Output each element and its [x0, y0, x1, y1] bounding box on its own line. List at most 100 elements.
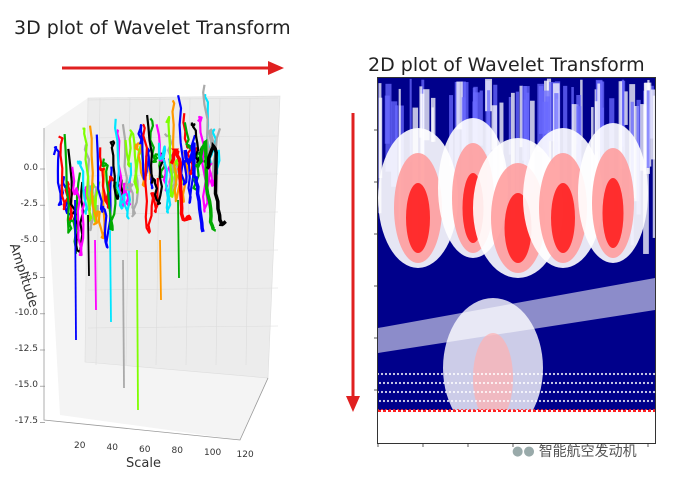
watermark-text: 智能航空发动机	[538, 444, 637, 460]
cwt-dot	[456, 390, 460, 394]
cwt-dot	[466, 381, 470, 385]
cwt-dot	[466, 399, 470, 403]
cwt-dot	[646, 381, 650, 385]
cwt-dot	[590, 381, 594, 385]
cwt-dot	[648, 390, 652, 394]
cwt-dot	[428, 372, 432, 376]
cwt-dot	[402, 381, 406, 385]
cwt-dot	[440, 372, 444, 376]
cwt-dot	[558, 381, 562, 385]
chart-3d-title: 3D plot of Wavelet Transform	[14, 17, 291, 39]
cwt-dot	[404, 390, 408, 394]
cwt-dot	[388, 372, 392, 376]
cwt-dot	[572, 390, 576, 394]
cwt-dot	[502, 399, 506, 403]
cwt-dot	[530, 399, 534, 403]
cwt-dot	[484, 372, 488, 376]
cwt-streak	[549, 81, 556, 142]
cwt-dot	[462, 399, 466, 403]
cwt-dot	[442, 399, 446, 403]
cwt-streak	[491, 105, 498, 150]
cwt-dot	[524, 390, 528, 394]
cwt-dot	[582, 381, 586, 385]
cwt-dot	[554, 399, 558, 403]
cwt-dot	[614, 381, 618, 385]
cwt-dot	[622, 381, 626, 385]
cwt-dot	[580, 372, 584, 376]
cwt-dot	[382, 381, 386, 385]
cwt-dot	[554, 381, 558, 385]
cwt-dot	[594, 381, 598, 385]
cwt-dot	[626, 399, 630, 403]
cwt-dot	[518, 381, 522, 385]
cwt-dot	[618, 399, 622, 403]
cwt-dot	[448, 372, 452, 376]
cwt-dot	[560, 372, 564, 376]
series-spike	[74, 199, 77, 341]
cwt-dot	[410, 399, 414, 403]
cwt-dot	[478, 381, 482, 385]
cwt-dot	[464, 390, 468, 394]
cwt-streak	[430, 97, 436, 142]
cwt-dot	[400, 390, 404, 394]
cwt-plume-hot	[551, 183, 575, 253]
cwt-dot	[610, 399, 614, 403]
cwt-dot	[584, 390, 588, 394]
cwt-dot	[652, 372, 655, 376]
cwt-dot	[418, 381, 422, 385]
cwt-dot	[446, 399, 450, 403]
series-line	[124, 129, 145, 194]
cwt-dot	[436, 390, 440, 394]
cwt-dot	[448, 390, 452, 394]
x-axis-label: Scale	[126, 456, 161, 471]
cwt-axes-frame	[377, 77, 656, 444]
cwt-dot	[472, 390, 476, 394]
x-tick-label: 20	[74, 441, 86, 451]
cwt-dot	[406, 399, 410, 403]
cwt-dot	[482, 381, 486, 385]
cwt-dot	[530, 381, 534, 385]
cwt-dot	[514, 399, 518, 403]
cwt-dot	[650, 381, 654, 385]
cwt-dot	[594, 399, 598, 403]
wavelet-heatmap	[378, 78, 655, 419]
cwt-dot	[442, 381, 446, 385]
series-spike	[94, 239, 97, 311]
cwt-dot	[616, 390, 620, 394]
cwt-dot	[604, 372, 608, 376]
series-curve	[169, 148, 192, 222]
cwt-dot	[450, 399, 454, 403]
cwt-dot	[644, 390, 648, 394]
cwt-dot	[402, 399, 406, 403]
cwt-dot	[610, 381, 614, 385]
cwt-dot	[640, 372, 644, 376]
cwt-dot	[398, 381, 402, 385]
series-spike	[87, 214, 90, 277]
cwt-dot	[426, 381, 430, 385]
cwt-dot	[510, 381, 514, 385]
gridline	[215, 97, 221, 366]
cwt-dot	[508, 372, 512, 376]
cwt-streak	[652, 95, 655, 238]
cwt-dot	[386, 399, 390, 403]
series-spike	[109, 229, 112, 323]
cwt-dot	[424, 372, 428, 376]
cwt-dot	[588, 372, 592, 376]
cwt-dot	[388, 390, 392, 394]
cwt-dot	[602, 399, 606, 403]
cwt-dot	[548, 390, 552, 394]
arrow-right-head	[268, 61, 284, 75]
x-tick-label: 120	[236, 450, 254, 460]
cwt-dot	[574, 381, 578, 385]
cwt-dot	[536, 372, 540, 376]
cwt-dot	[632, 390, 636, 394]
watermark: ●● 智能航空发动机	[512, 441, 637, 461]
cwt-dot	[430, 381, 434, 385]
cwt-dot	[626, 381, 630, 385]
cwt-dot	[568, 390, 572, 394]
cwt-dot	[592, 390, 596, 394]
cwt-dot	[520, 390, 524, 394]
cwt-dot	[558, 399, 562, 403]
y-tick-label: -7.5	[20, 271, 38, 282]
cwt-dot	[556, 372, 560, 376]
